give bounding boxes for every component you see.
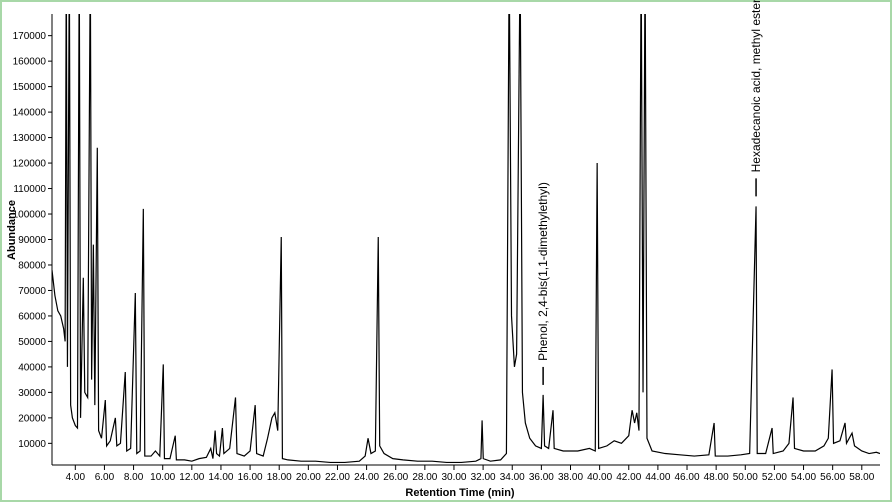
y-tick-label: 80000 xyxy=(18,260,46,271)
y-tick-label: 60000 xyxy=(18,311,46,322)
x-tick-label: 50.00 xyxy=(733,472,758,483)
x-tick-label: 20.00 xyxy=(296,472,321,483)
y-tick-label: 90000 xyxy=(18,235,46,246)
x-axis-label: Retention Time (min) xyxy=(405,487,515,499)
y-tick-label: 70000 xyxy=(18,286,46,297)
y-tick-label: 170000 xyxy=(13,31,47,42)
x-tick-label: 24.00 xyxy=(354,472,379,483)
y-tick-label: 50000 xyxy=(18,337,46,348)
x-tick-label: 48.00 xyxy=(704,472,729,483)
x-tick-label: 10.00 xyxy=(150,472,175,483)
y-tick-label: 120000 xyxy=(13,159,47,170)
y-tick-label: 10000 xyxy=(18,439,46,450)
x-tick-label: 18.00 xyxy=(267,472,292,483)
annotation-text: Phenol, 2,4-bis(1,1-dimethylethyl) xyxy=(536,182,550,361)
x-tick-label: 26.00 xyxy=(383,472,408,483)
y-tick-label: 20000 xyxy=(18,413,46,424)
y-tick-label: 130000 xyxy=(13,133,47,144)
x-tick-label: 34.00 xyxy=(500,472,525,483)
y-tick-label: 100000 xyxy=(13,210,47,221)
y-tick-label: 110000 xyxy=(13,184,46,195)
annotation-text: Hexadecanoic acid, methyl ester xyxy=(749,0,763,172)
x-tick-label: 14.00 xyxy=(208,472,233,483)
x-tick-label: 38.00 xyxy=(558,472,583,483)
x-tick-label: 12.00 xyxy=(179,472,204,483)
y-tick-label: 160000 xyxy=(13,57,47,68)
x-tick-label: 32.00 xyxy=(471,472,496,483)
y-tick-label: 150000 xyxy=(13,82,47,93)
x-tick-label: 22.00 xyxy=(325,472,350,483)
x-tick-label: 46.00 xyxy=(675,472,700,483)
x-tick-label: 44.00 xyxy=(645,472,670,483)
chromatogram-line xyxy=(52,14,880,464)
x-tick-label: 28.00 xyxy=(412,472,437,483)
y-tick-label: 140000 xyxy=(13,108,47,119)
x-tick-label: 30.00 xyxy=(441,472,466,483)
y-tick-label: 40000 xyxy=(18,362,46,373)
x-tick-label: 8.00 xyxy=(124,472,144,483)
x-tick-label: 56.00 xyxy=(820,472,845,483)
x-tick-label: 36.00 xyxy=(529,472,554,483)
x-tick-label: 4.00 xyxy=(66,472,86,483)
x-tick-label: 52.00 xyxy=(762,472,787,483)
x-tick-label: 58.00 xyxy=(849,472,874,483)
x-tick-label: 42.00 xyxy=(616,472,641,483)
x-tick-label: 16.00 xyxy=(238,472,263,483)
x-tick-label: 6.00 xyxy=(95,472,115,483)
y-tick-label: 30000 xyxy=(18,388,46,399)
x-tick-label: 40.00 xyxy=(587,472,612,483)
x-tick-label: 54.00 xyxy=(791,472,816,483)
y-axis-label: Abundance xyxy=(6,200,18,260)
